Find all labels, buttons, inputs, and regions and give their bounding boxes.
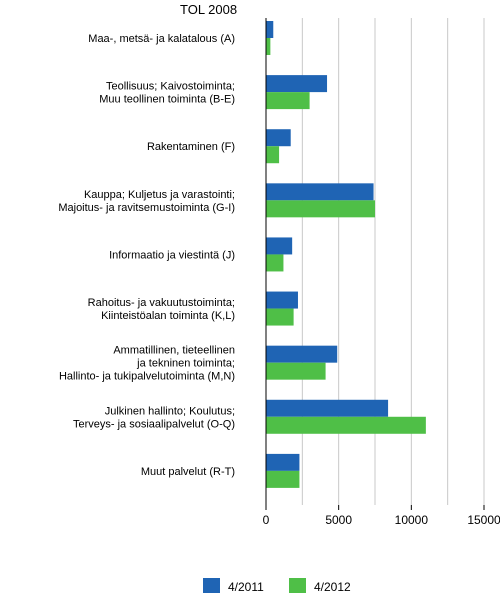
category-label: ja tekninen toiminta; (136, 358, 235, 370)
bar (266, 129, 291, 147)
bar (266, 308, 294, 326)
bar (266, 92, 310, 110)
bar (266, 254, 284, 272)
bar (266, 200, 375, 218)
bar (266, 416, 426, 434)
bar (266, 291, 298, 309)
legend-swatch (203, 578, 220, 593)
legend-label: 4/2011 (228, 580, 264, 594)
category-label: Muu teollinen toiminta (B-E) (99, 94, 235, 106)
category-label: Muut palvelut (R-T) (141, 466, 235, 478)
x-axis: 0 5000 10000 15000 (263, 18, 500, 527)
bar (266, 453, 300, 471)
bar (266, 21, 274, 38)
category-label: Ammatillinen, tieteellinen (113, 345, 235, 357)
x-tick-label: 5000 (325, 513, 352, 527)
bar (266, 38, 271, 55)
x-tick-label: 15000 (467, 513, 500, 527)
bar (266, 399, 389, 417)
legend-label: 4/2012 (314, 580, 351, 594)
bar (266, 146, 280, 164)
category-label: Kiinteistöalan toiminta (K,L) (101, 310, 235, 322)
category-label: Rakentaminen (F) (147, 141, 235, 153)
legend: 4/2011 4/2012 (203, 578, 351, 594)
bar (266, 237, 293, 255)
category-labels: Maa-, metsä- ja kalatalous (A) Teollisuus… (58, 33, 235, 478)
legend-swatch (289, 578, 306, 593)
bars (266, 21, 426, 488)
category-label: Informaatio ja viestintä (J) (109, 249, 235, 261)
category-label: Teollisuus; Kaivostoiminta; (106, 81, 235, 93)
category-label: Majoitus- ja ravitsemustoiminta (G-I) (58, 202, 235, 214)
category-label: Hallinto- ja tukipalvelutoiminta (M,N) (59, 371, 235, 383)
bar (266, 183, 374, 201)
bar (266, 345, 338, 363)
category-label: Terveys- ja sosiaalipalvelut (O-Q) (73, 418, 235, 430)
bar (266, 470, 300, 488)
x-tick-label: 10000 (395, 513, 429, 527)
bar (266, 75, 328, 93)
bar (266, 362, 326, 380)
category-label: Julkinen hallinto; Koulutus; (105, 405, 235, 417)
x-tick-label: 0 (263, 513, 270, 527)
chart-title: TOL 2008 (180, 2, 237, 17)
category-label: Kauppa; Kuljetus ja varastointi; (84, 189, 235, 201)
category-label: Rahoitus- ja vakuutustoiminta; (88, 297, 235, 309)
category-label: Maa-, metsä- ja kalatalous (A) (88, 33, 235, 45)
